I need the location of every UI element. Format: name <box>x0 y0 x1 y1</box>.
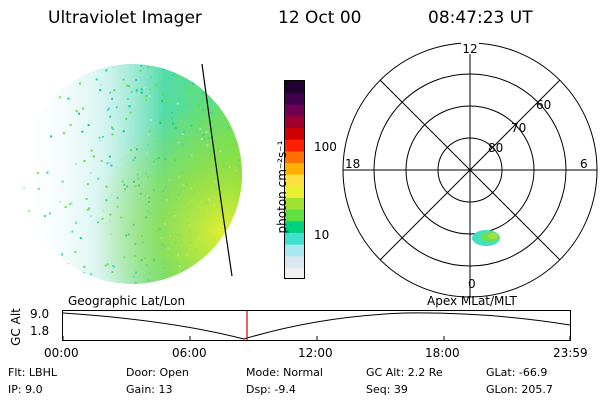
mlt-label-12: 12 <box>462 42 477 56</box>
xtick-1800: 18:00 <box>425 346 460 360</box>
colorbar-cell <box>285 209 304 222</box>
colorbar-cell <box>285 244 304 257</box>
colorbar-cell <box>285 197 304 210</box>
colorbar-tick-100: 100 <box>314 140 337 154</box>
colorbar-cell <box>285 174 304 187</box>
time-label: 08:47:23 UT <box>428 8 533 28</box>
left-panel-title: Geographic Lat/Lon <box>68 294 186 308</box>
colorbar-cell <box>285 115 304 129</box>
right-panel-title: Apex MLat/MLT <box>427 294 517 308</box>
colorbar-cell <box>285 267 304 280</box>
colorbar-cell <box>285 127 304 140</box>
colorbar-cell <box>285 150 304 164</box>
colorbar-cell <box>285 81 304 94</box>
altitude-plot <box>62 310 571 341</box>
info-glon: GLon: 205.7 <box>486 383 553 396</box>
polar-plot: 12 18 6 0 60 70 80 <box>342 42 598 298</box>
instrument-title: Ultraviolet Imager <box>48 8 202 28</box>
colorbar-cell <box>285 220 304 233</box>
aurora-blob <box>472 230 500 246</box>
altitude-ytick-low: 1.8 <box>30 324 50 338</box>
info-gc-alt: GC Alt: 2.2 Re <box>366 366 443 379</box>
terminator-line <box>201 63 233 277</box>
altitude-axis-label: GC Alt <box>9 308 23 346</box>
mlt-label-6: 6 <box>580 157 588 171</box>
info-seq: Seq: 39 <box>366 383 408 396</box>
colorbar-cell <box>285 232 304 245</box>
xtick-1200: 12:00 <box>298 346 333 360</box>
ring-label-70: 70 <box>511 121 526 135</box>
info-dsp: Dsp: -9.4 <box>246 383 296 396</box>
colorbar-cell <box>285 104 304 117</box>
earth-image <box>22 63 242 284</box>
colorbar-cell <box>285 92 304 105</box>
mlt-label-18: 18 <box>345 157 360 171</box>
ring-label-60: 60 <box>536 98 551 112</box>
xtick-0000: 00:00 <box>44 346 79 360</box>
mlt-label-0: 0 <box>468 277 476 291</box>
xtick-0600: 06:00 <box>172 346 207 360</box>
date-label: 12 Oct 00 <box>278 8 362 28</box>
colorbar-cell <box>285 162 304 175</box>
info-mode: Mode: Normal <box>246 366 323 379</box>
colorbar-tick-10: 10 <box>314 228 330 242</box>
info-glat: GLat: -66.9 <box>486 366 548 379</box>
info-door: Door: Open <box>126 366 189 379</box>
altitude-ytick-high: 9.0 <box>30 307 50 321</box>
xtick-2359: 23:59 <box>553 346 588 360</box>
colorbar <box>284 80 305 280</box>
colorbar-cell <box>285 139 304 152</box>
colorbar-cell <box>285 185 304 198</box>
info-gain: Gain: 13 <box>126 383 173 396</box>
colorbar-cell <box>285 255 304 268</box>
info-filter: Flt: LBHL <box>8 366 57 379</box>
altitude-curve <box>62 312 571 340</box>
info-ip: IP: 9.0 <box>8 383 43 396</box>
colorbar-unit-label: photon cm⁻²s⁻¹ <box>275 140 289 234</box>
ring-label-80: 80 <box>488 141 503 155</box>
mlt-line-diag2 <box>379 79 561 261</box>
